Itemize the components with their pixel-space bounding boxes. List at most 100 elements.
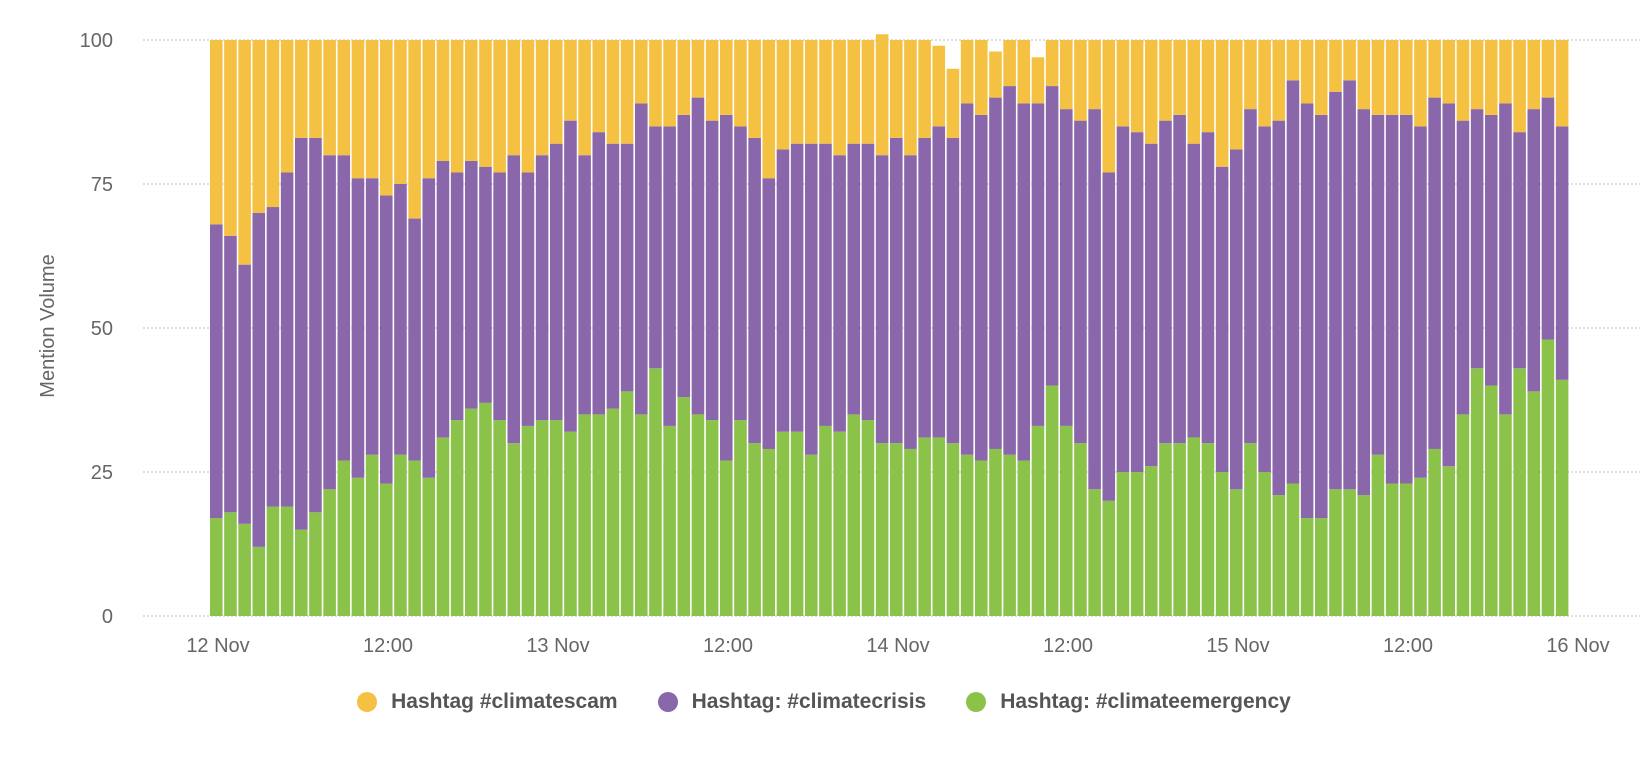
bar-segment[interactable] xyxy=(989,448,1002,616)
bar-segment[interactable] xyxy=(1414,477,1427,616)
bar-segment[interactable] xyxy=(649,40,662,127)
bar-segment[interactable] xyxy=(1173,443,1186,616)
bar-segment[interactable] xyxy=(1244,443,1257,616)
bar-segment[interactable] xyxy=(705,420,719,616)
bar-segment[interactable] xyxy=(1300,518,1314,616)
bar-segment[interactable] xyxy=(578,40,591,156)
bar-segment[interactable] xyxy=(1130,132,1144,472)
bar-segment[interactable] xyxy=(1230,489,1243,616)
bar-segment[interactable] xyxy=(1215,472,1229,616)
bar-segment[interactable] xyxy=(465,160,478,409)
bar-segment[interactable] xyxy=(1329,489,1342,616)
bar-segment[interactable] xyxy=(521,425,535,616)
bar-segment[interactable] xyxy=(1003,40,1016,87)
bar-segment[interactable] xyxy=(337,155,351,461)
bar-segment[interactable] xyxy=(1300,103,1314,519)
bar-segment[interactable] xyxy=(1017,40,1031,104)
bar-segment[interactable] xyxy=(1385,483,1399,616)
bar-segment[interactable] xyxy=(663,40,676,127)
bar-segment[interactable] xyxy=(1187,40,1201,144)
bar-segment[interactable] xyxy=(1527,109,1541,392)
bar-segment[interactable] xyxy=(748,443,761,616)
bar-segment[interactable] xyxy=(252,212,266,547)
bar-segment[interactable] xyxy=(904,448,917,616)
bar-segment[interactable] xyxy=(224,235,237,513)
bar-segment[interactable] xyxy=(1102,500,1116,616)
bar-segment[interactable] xyxy=(720,460,733,616)
bar-segment[interactable] xyxy=(1130,472,1144,616)
bar-segment[interactable] xyxy=(1428,40,1441,98)
legend-item-climateemergency[interactable]: Hashtag: #climateemergency xyxy=(966,690,1291,714)
bar-segment[interactable] xyxy=(1187,143,1201,438)
bar-segment[interactable] xyxy=(1145,40,1158,144)
bar-segment[interactable] xyxy=(1060,109,1073,426)
bar-segment[interactable] xyxy=(1343,80,1356,490)
bar-segment[interactable] xyxy=(819,40,832,144)
bar-segment[interactable] xyxy=(550,143,563,421)
bar-segment[interactable] xyxy=(847,143,861,415)
bar-segment[interactable] xyxy=(918,137,931,438)
bar-segment[interactable] xyxy=(890,40,903,138)
bar-segment[interactable] xyxy=(833,431,846,616)
bar-segment[interactable] xyxy=(1527,391,1541,616)
bar-segment[interactable] xyxy=(1527,40,1541,110)
bar-segment[interactable] xyxy=(1045,86,1059,386)
bar-segment[interactable] xyxy=(210,40,223,225)
bar-segment[interactable] xyxy=(1357,109,1371,496)
bar-segment[interactable] xyxy=(365,178,379,455)
bar-segment[interactable] xyxy=(649,368,662,616)
bar-segment[interactable] xyxy=(351,178,365,478)
bar-segment[interactable] xyxy=(380,40,393,196)
bar-segment[interactable] xyxy=(1272,495,1286,616)
bar-segment[interactable] xyxy=(1102,172,1116,501)
bar-segment[interactable] xyxy=(1357,40,1371,110)
bar-segment[interactable] xyxy=(975,40,988,115)
bar-segment[interactable] xyxy=(266,40,280,208)
bar-segment[interactable] xyxy=(422,40,436,179)
bar-segment[interactable] xyxy=(1145,143,1158,467)
bar-segment[interactable] xyxy=(734,126,747,421)
bar-segment[interactable] xyxy=(1031,425,1045,616)
bar-segment[interactable] xyxy=(1088,40,1101,110)
bar-segment[interactable] xyxy=(1286,483,1300,616)
bar-segment[interactable] xyxy=(238,40,251,265)
bar-segment[interactable] xyxy=(507,40,521,156)
bar-segment[interactable] xyxy=(1541,97,1555,340)
bar-segment[interactable] xyxy=(762,448,776,616)
bar-segment[interactable] xyxy=(1385,114,1399,484)
bar-segment[interactable] xyxy=(1315,518,1328,616)
bar-segment[interactable] xyxy=(1159,120,1172,444)
bar-segment[interactable] xyxy=(592,132,606,415)
legend-item-climatecrisis[interactable]: Hashtag: #climatecrisis xyxy=(657,690,926,714)
bar-segment[interactable] xyxy=(748,137,761,444)
bar-segment[interactable] xyxy=(606,408,620,616)
bar-segment[interactable] xyxy=(1031,57,1045,104)
bar-segment[interactable] xyxy=(1385,40,1399,115)
bar-segment[interactable] xyxy=(904,155,917,449)
bar-segment[interactable] xyxy=(932,126,946,438)
bar-segment[interactable] xyxy=(351,477,365,616)
bar-segment[interactable] xyxy=(521,40,535,173)
bar-segment[interactable] xyxy=(635,40,648,104)
bar-segment[interactable] xyxy=(1442,103,1456,467)
bar-segment[interactable] xyxy=(450,40,464,173)
bar-segment[interactable] xyxy=(493,40,506,173)
bar-segment[interactable] xyxy=(875,443,889,616)
bar-segment[interactable] xyxy=(266,506,280,616)
bar-segment[interactable] xyxy=(1400,40,1413,115)
bar-segment[interactable] xyxy=(280,172,294,507)
bar-segment[interactable] xyxy=(337,40,351,156)
bar-segment[interactable] xyxy=(1357,495,1371,616)
bar-segment[interactable] xyxy=(1499,103,1512,415)
bar-segment[interactable] xyxy=(450,172,464,421)
bar-segment[interactable] xyxy=(1456,120,1470,415)
bar-segment[interactable] xyxy=(380,483,393,616)
bar-segment[interactable] xyxy=(620,391,634,616)
bar-segment[interactable] xyxy=(1230,40,1243,150)
bar-segment[interactable] xyxy=(918,40,931,138)
bar-segment[interactable] xyxy=(833,155,846,432)
bar-segment[interactable] xyxy=(1187,437,1201,616)
bar-segment[interactable] xyxy=(1116,472,1130,616)
bar-segment[interactable] xyxy=(663,425,676,616)
bar-segment[interactable] xyxy=(351,40,365,179)
